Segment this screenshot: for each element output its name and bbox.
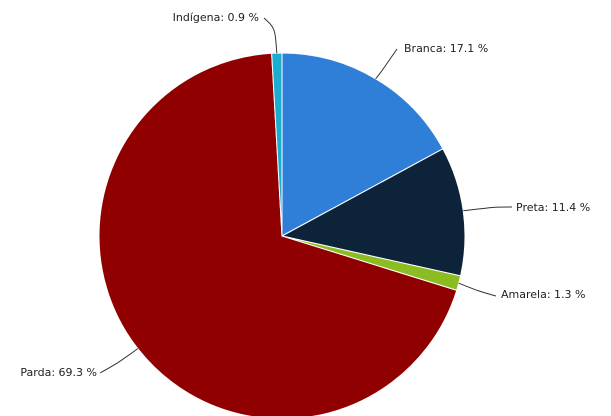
label-connector <box>458 282 497 297</box>
data-label-branca: Branca: 17.1 % <box>404 42 488 55</box>
label-connector <box>375 48 398 80</box>
pie-slices <box>98 52 466 416</box>
data-label-preta: Preta: 11.4 % <box>516 201 590 214</box>
data-label-parda: Parda: 69.3 % <box>20 366 97 379</box>
label-connector <box>463 206 513 212</box>
pie-labels: Branca: 17.1 % Preta: 11.4 % Amarela: 1.3 … <box>20 11 590 379</box>
label-connector <box>99 348 139 374</box>
pie-slice-parda[interactable] <box>98 52 458 416</box>
label-connector <box>263 17 278 54</box>
data-label-ind-gena: Indígena: 0.9 % <box>173 11 259 24</box>
pie-slice-preta[interactable] <box>280 148 466 277</box>
data-label-amarela: Amarela: 1.3 % <box>501 288 585 301</box>
